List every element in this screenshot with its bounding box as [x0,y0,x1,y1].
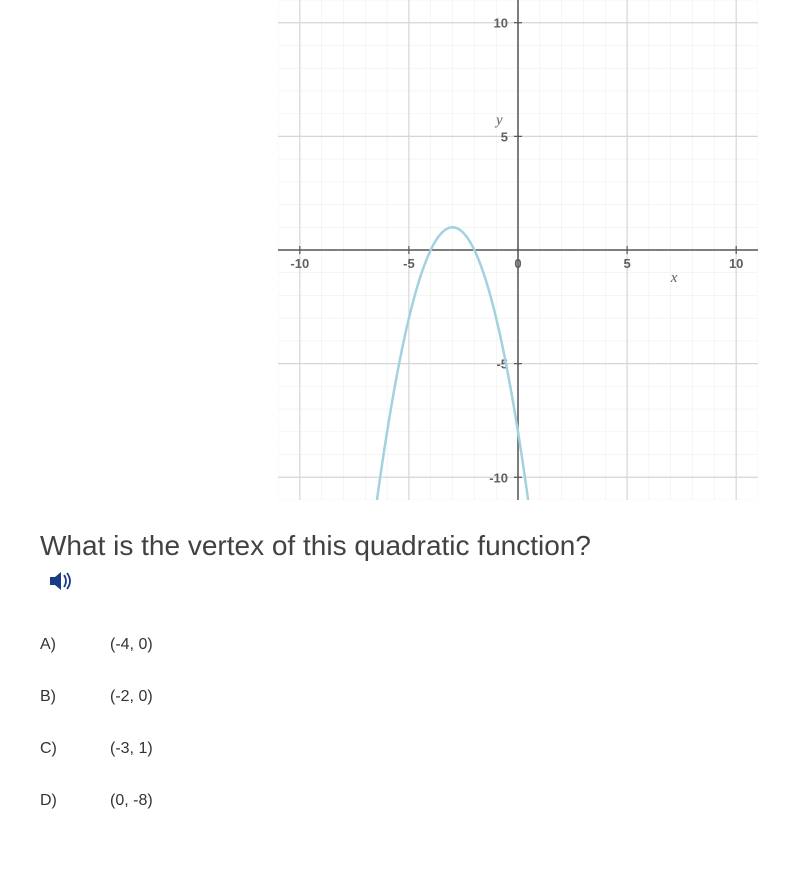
choice-d[interactable]: D) (0, -8) [40,792,800,810]
svg-text:10: 10 [494,16,508,31]
svg-text:0: 0 [514,256,521,271]
answer-choices: A) (-4, 0) B) (-2, 0) C) (-3, 1) D) (0, … [40,636,800,810]
svg-text:-10: -10 [489,470,508,485]
svg-text:10: 10 [729,256,743,271]
quadratic-chart: -10-50510-10-5510xy [278,0,758,500]
speaker-icon[interactable] [50,572,800,596]
chart-container: -10-50510-10-5510xy [278,0,758,500]
choice-b[interactable]: B) (-2, 0) [40,688,800,706]
choice-letter: D) [40,792,110,810]
svg-text:5: 5 [623,256,630,271]
svg-text:y: y [494,112,503,128]
choice-text: (-2, 0) [110,688,153,706]
choice-text: (-4, 0) [110,636,153,654]
choice-text: (-3, 1) [110,740,153,758]
choice-letter: A) [40,636,110,654]
choice-text: (0, -8) [110,792,153,810]
choice-letter: C) [40,740,110,758]
svg-text:-5: -5 [403,256,415,271]
choice-c[interactable]: C) (-3, 1) [40,740,800,758]
question-text: What is the vertex of this quadratic fun… [40,530,800,562]
svg-text:x: x [670,270,678,286]
choice-letter: B) [40,688,110,706]
svg-text:5: 5 [501,129,508,144]
choice-a[interactable]: A) (-4, 0) [40,636,800,654]
svg-text:-10: -10 [290,256,309,271]
